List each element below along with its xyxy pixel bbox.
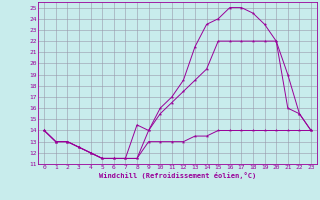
- X-axis label: Windchill (Refroidissement éolien,°C): Windchill (Refroidissement éolien,°C): [99, 172, 256, 179]
